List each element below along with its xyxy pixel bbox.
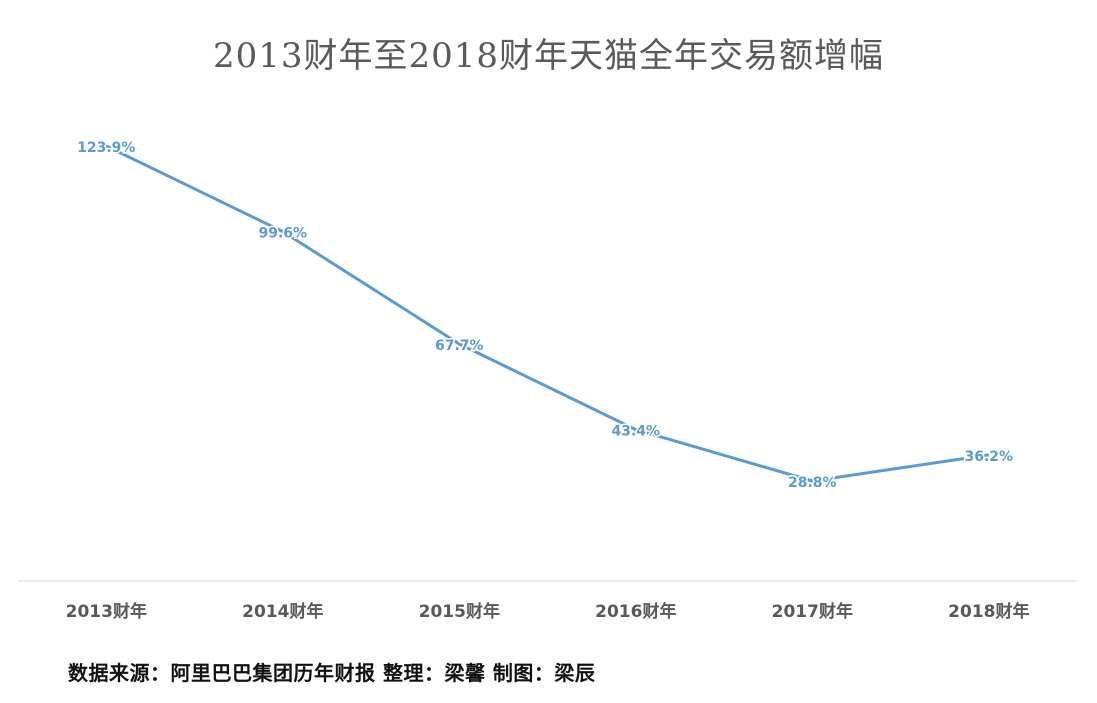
x-tick-label: 2014财年	[242, 601, 323, 622]
source-note: 数据来源：阿里巴巴集团历年财报 整理：梁馨 制图：梁辰	[68, 661, 596, 685]
series-line	[104, 144, 991, 483]
x-tick-label: 2013财年	[66, 601, 147, 622]
data-label: 67.7%	[435, 338, 484, 354]
x-tick-label: 2016财年	[595, 601, 676, 622]
x-tick-labels: 2013财年 2014财年 2015财年 2016财年 2017财年 2018财年	[66, 601, 1030, 622]
data-labels: 123.9% 99.6% 67.7% 43.4% 28.8% 36.2%	[76, 139, 1015, 493]
x-tick-label: 2017财年	[772, 601, 853, 622]
x-tick-label: 2018财年	[948, 601, 1029, 622]
data-label: 43.4%	[612, 424, 661, 440]
data-label: 28.8%	[788, 475, 837, 491]
data-label: 36.2%	[965, 449, 1014, 465]
data-label: 99.6%	[259, 226, 308, 242]
x-tick-label: 2015财年	[419, 601, 500, 622]
chart-title: 2013财年至2018财年天猫全年交易额增幅	[212, 36, 885, 76]
data-label: 123.9%	[77, 140, 135, 156]
